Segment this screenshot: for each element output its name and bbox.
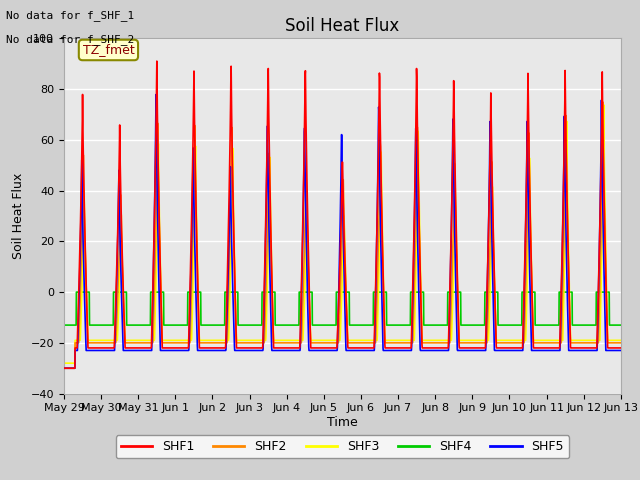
SHF3	[583, 337, 591, 343]
SHF1	[153, 58, 161, 64]
SHF2	[617, 340, 625, 346]
Line: SHF5: SHF5	[64, 95, 621, 368]
X-axis label: Time: Time	[327, 416, 358, 429]
SHF3	[617, 337, 625, 343]
SHF2	[504, 340, 512, 346]
Text: No data for f_SHF_2: No data for f_SHF_2	[6, 34, 134, 45]
SHF3	[600, 102, 607, 108]
SHF2	[216, 340, 223, 346]
SHF1	[216, 345, 223, 351]
SHF5	[152, 92, 160, 97]
SHF3	[358, 337, 366, 343]
Line: SHF1: SHF1	[64, 61, 621, 368]
SHF4	[216, 322, 223, 328]
SHF5	[359, 348, 367, 353]
Text: TZ_fmet: TZ_fmet	[83, 44, 134, 57]
Y-axis label: Soil Heat Flux: Soil Heat Flux	[12, 173, 25, 259]
Legend: SHF1, SHF2, SHF3, SHF4, SHF5: SHF1, SHF2, SHF3, SHF4, SHF5	[116, 435, 569, 458]
SHF4	[371, 289, 379, 295]
SHF5	[568, 348, 575, 353]
SHF4	[72, 289, 80, 295]
SHF1	[504, 345, 512, 351]
SHF1	[584, 345, 591, 351]
SHF3	[60, 360, 68, 366]
SHF3	[216, 337, 223, 343]
SHF2	[371, 340, 378, 346]
Title: Soil Heat Flux: Soil Heat Flux	[285, 17, 399, 36]
SHF4	[617, 322, 625, 328]
SHF1	[359, 345, 367, 351]
SHF5	[216, 348, 223, 353]
Line: SHF3: SHF3	[64, 105, 621, 363]
SHF3	[568, 337, 575, 343]
SHF4	[504, 322, 512, 328]
SHF1	[371, 320, 379, 325]
SHF5	[504, 348, 512, 353]
SHF2	[60, 365, 68, 371]
Line: SHF2: SHF2	[64, 102, 621, 368]
Line: SHF4: SHF4	[64, 292, 621, 325]
SHF5	[617, 348, 625, 353]
SHF5	[584, 348, 591, 353]
SHF3	[504, 337, 512, 343]
SHF1	[60, 365, 68, 371]
SHF4	[584, 322, 591, 328]
SHF4	[60, 322, 68, 328]
SHF1	[617, 345, 625, 351]
SHF1	[568, 345, 575, 351]
SHF5	[60, 365, 68, 371]
SHF2	[358, 340, 366, 346]
SHF4	[568, 289, 575, 295]
SHF4	[359, 322, 367, 328]
SHF2	[599, 99, 607, 105]
SHF2	[568, 340, 575, 346]
SHF2	[583, 340, 591, 346]
SHF5	[371, 333, 379, 338]
Text: No data for f_SHF_1: No data for f_SHF_1	[6, 10, 134, 21]
SHF3	[371, 337, 378, 343]
